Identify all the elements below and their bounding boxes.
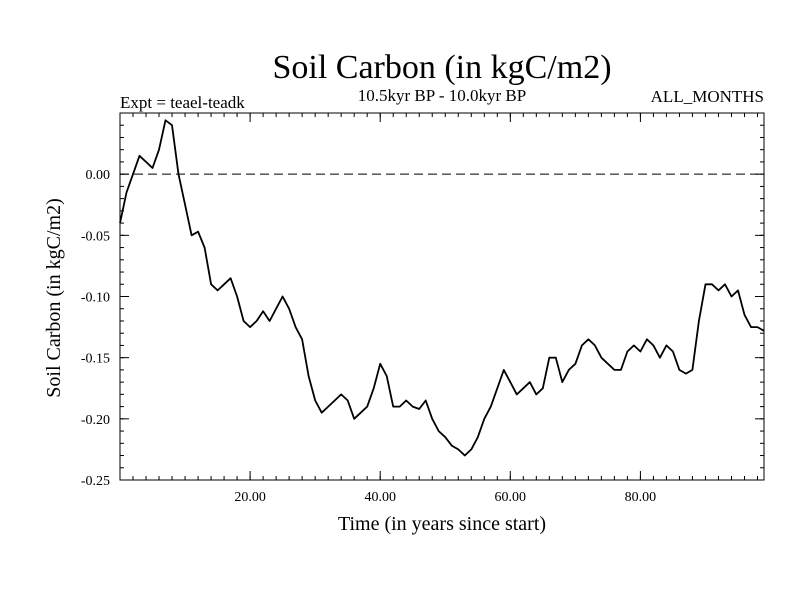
plot-area: 0.00 -0.05 -0.10 -0.15 -0.20 -0.25 20.00 40.00 6… [81,112,765,505]
y-axis-label: Soil Carbon (in kgC/m2) [43,198,65,397]
x-tick-label: 80.00 [625,490,657,505]
y-tick-label: -0.20 [81,413,110,428]
plot-frame [119,112,765,481]
chart-title: Soil Carbon (in kgC/m2) [272,49,611,86]
y-tick-label: 0.00 [86,168,111,183]
x-tick-label: 40.00 [364,490,396,505]
y-tick-label: -0.05 [81,229,110,244]
experiment-label: Expt = teael-teadk [120,93,245,112]
months-label: ALL_MONTHS [651,87,764,106]
x-axis-label: Time (in years since start) [338,513,546,535]
y-tick-label: -0.10 [81,291,110,306]
y-tick-label: -0.25 [81,474,110,489]
x-tick-label: 60.00 [495,490,527,505]
series-line [119,119,765,457]
x-tick-label: 20.00 [234,490,266,505]
chart-subtitle: 10.5kyr BP - 10.0kyr BP [358,86,526,105]
y-tick-label: -0.15 [81,352,110,367]
